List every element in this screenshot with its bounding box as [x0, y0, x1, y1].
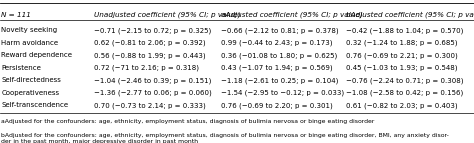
Text: −0.66 (−2.12 to 0.81; p = 0.378): −0.66 (−2.12 to 0.81; p = 0.378) [221, 27, 338, 34]
Text: 0.76 (−0.69 to 2.20; p = 0.301): 0.76 (−0.69 to 2.20; p = 0.301) [221, 102, 333, 109]
Text: −0.42 (−1.88 to 1.04; p = 0.570): −0.42 (−1.88 to 1.04; p = 0.570) [346, 27, 464, 34]
Text: aAdjusted coefficient (95% CI; p value): aAdjusted coefficient (95% CI; p value) [221, 12, 363, 18]
Text: 0.76 (−0.69 to 2.21; p = 0.300): 0.76 (−0.69 to 2.21; p = 0.300) [346, 52, 458, 59]
Text: Reward dependence: Reward dependence [1, 52, 73, 58]
Text: Harm avoidance: Harm avoidance [1, 40, 59, 46]
Text: 0.45 (−1.03 to 1.93; p = 0.548): 0.45 (−1.03 to 1.93; p = 0.548) [346, 65, 457, 71]
Text: aAdjusted for the confounders: age, ethnicity, employment status, diagnosis of b: aAdjusted for the confounders: age, ethn… [1, 119, 375, 124]
Text: Persistence: Persistence [1, 65, 41, 71]
Text: 0.56 (−0.88 to 1.99; p = 0.443): 0.56 (−0.88 to 1.99; p = 0.443) [94, 52, 205, 59]
Text: 0.32 (−1.24 to 1.88; p = 0.685): 0.32 (−1.24 to 1.88; p = 0.685) [346, 40, 457, 46]
Text: Self-directedness: Self-directedness [1, 77, 61, 83]
Text: −0.76 (−2.24 to 0.71; p = 0.308): −0.76 (−2.24 to 0.71; p = 0.308) [346, 77, 464, 84]
Text: Cooperativeness: Cooperativeness [1, 90, 60, 96]
Text: Novelty seeking: Novelty seeking [1, 27, 57, 33]
Text: 0.72 (−71 to 2.16; p = 0.318): 0.72 (−71 to 2.16; p = 0.318) [94, 65, 199, 71]
Text: bAdjusted for the confounders: age, ethnicity, employment status, diagnosis of b: bAdjusted for the confounders: age, ethn… [1, 133, 449, 143]
Text: −1.08 (−2.58 to 0.42; p = 0.156): −1.08 (−2.58 to 0.42; p = 0.156) [346, 90, 463, 96]
Text: 0.43 (−1.07 to 1.94; p = 0.569): 0.43 (−1.07 to 1.94; p = 0.569) [221, 65, 332, 71]
Text: 0.70 (−0.73 to 2.14; p = 0.333): 0.70 (−0.73 to 2.14; p = 0.333) [94, 102, 206, 109]
Text: −0.71 (−2.15 to 0.72; p = 0.325): −0.71 (−2.15 to 0.72; p = 0.325) [94, 27, 211, 34]
Text: 0.99 (−0.44 to 2.43; p = 0.173): 0.99 (−0.44 to 2.43; p = 0.173) [221, 40, 332, 46]
Text: 0.61 (−0.82 to 2.03; p = 0.403): 0.61 (−0.82 to 2.03; p = 0.403) [346, 102, 457, 109]
Text: N = 111: N = 111 [1, 12, 31, 18]
Text: Self-transcendence: Self-transcendence [1, 102, 69, 108]
Text: −1.04 (−2.46 to 0.39; p = 0.151): −1.04 (−2.46 to 0.39; p = 0.151) [94, 77, 211, 84]
Text: 0.36 (−01.08 to 1.80; p = 0.625): 0.36 (−01.08 to 1.80; p = 0.625) [221, 52, 337, 59]
Text: −1.18 (−2.61 to 0.25; p = 0.104): −1.18 (−2.61 to 0.25; p = 0.104) [221, 77, 338, 84]
Text: −1.54 (−2.95 to −0.12; p = 0.033): −1.54 (−2.95 to −0.12; p = 0.033) [221, 90, 344, 96]
Text: bAdjusted coefficient (95% CI; p value): bAdjusted coefficient (95% CI; p value) [346, 12, 474, 18]
Text: Unadjusted coefficient (95% CI; p value): Unadjusted coefficient (95% CI; p value) [94, 12, 240, 18]
Text: 0.62 (−0.81 to 2.06; p = 0.392): 0.62 (−0.81 to 2.06; p = 0.392) [94, 40, 205, 46]
Text: −1.36 (−2.77 to 0.06; p = 0.060): −1.36 (−2.77 to 0.06; p = 0.060) [94, 90, 211, 96]
